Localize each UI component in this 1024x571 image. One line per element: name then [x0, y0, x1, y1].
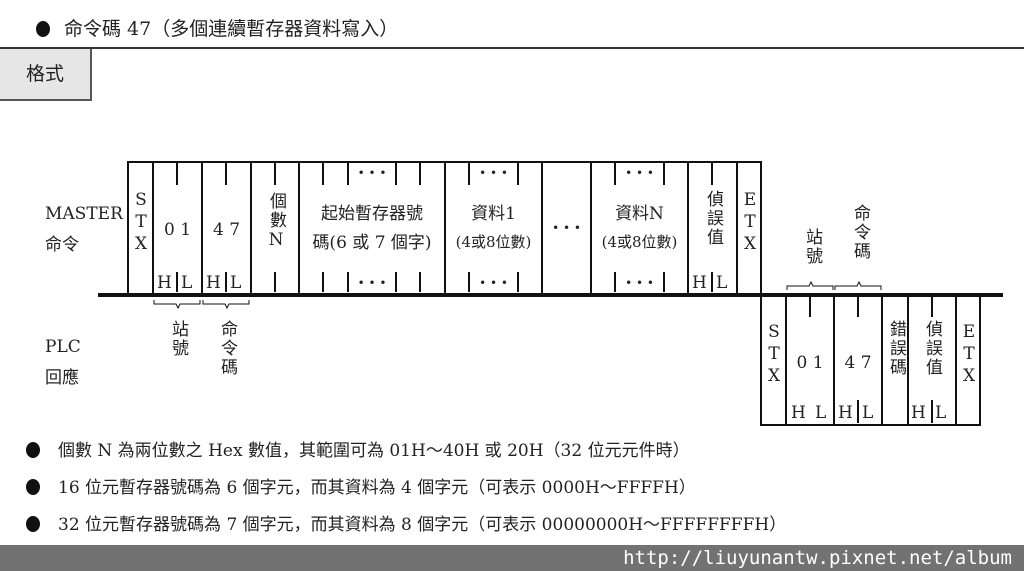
l-label: L	[716, 273, 728, 293]
format-tab[interactable]: 格式	[0, 49, 92, 101]
l-label: L	[181, 273, 193, 293]
ellipsis: • • •	[357, 166, 387, 180]
ellipsis: • • •	[357, 276, 387, 290]
l-label: L	[862, 403, 874, 423]
note-3: 32 位元暫存器號碼為 7 個字元，而其資料為 8 個字元（可表示 000000…	[26, 514, 786, 536]
h-label: H	[692, 273, 707, 293]
master-stx: STX	[131, 190, 151, 256]
ellipsis: • • •	[625, 166, 654, 180]
master-label: MASTER	[45, 204, 123, 224]
l-label: L	[815, 403, 827, 423]
dataN-line2: (4或8位數)	[601, 233, 678, 251]
h-label: H	[157, 273, 172, 293]
note-2: 16 位元暫存器號碼為 6 個字元，而其資料為 4 個字元（可表示 0000H～…	[26, 477, 696, 499]
ellipsis: • • •	[479, 166, 508, 180]
plc-label: PLC	[45, 337, 81, 357]
l-label: L	[935, 403, 947, 423]
h-label: H	[206, 273, 221, 293]
master-cmd: 4 7	[212, 220, 241, 240]
note-1: 個數 N 為兩位數之 Hex 數值，其範圍可為 01H～40H 或 20H（32…	[26, 440, 690, 462]
plc-station: 0 1	[796, 353, 824, 373]
station-brace-label: 站號	[168, 320, 188, 358]
master-station: 0 1	[163, 220, 192, 240]
start-address-line2: 碼(6 或 7 個字)	[312, 233, 432, 253]
plc-cmd-brace-label: 命令碼	[850, 204, 870, 261]
h-label: H	[791, 403, 806, 423]
bullet-icon	[36, 21, 50, 37]
title-text: 命令碼 47（多個連續暫存器資料寫入）	[64, 18, 399, 40]
master-command-label: 命令	[45, 235, 79, 255]
bullet-icon	[26, 479, 40, 495]
master-etx: ETX	[740, 190, 760, 256]
ellipsis: • • •	[625, 276, 654, 290]
plc-stx: STX	[764, 322, 784, 388]
data1-line2: (4或8位數)	[455, 233, 532, 251]
dataN-line1: 資料N	[615, 204, 664, 224]
plc-station-brace-label: 站號	[802, 228, 822, 266]
ellipsis: • • •	[479, 276, 508, 290]
ellipsis: • • •	[552, 221, 581, 235]
cmd-brace-label: 命令碼	[217, 320, 237, 377]
h-label: H	[911, 403, 926, 423]
plc-response-label: 回應	[45, 368, 79, 388]
bullet-icon	[26, 442, 40, 458]
watermark-text: http://liuyunantw.pixnet.net/album	[623, 547, 1012, 569]
plc-cmd: 4 7	[844, 353, 872, 373]
h-label: H	[838, 403, 853, 423]
note-text: 32 位元暫存器號碼為 7 個字元，而其資料為 8 個字元（可表示 000000…	[58, 515, 787, 535]
plc-error-code: 錯誤碼	[886, 320, 906, 377]
note-text: 個數 N 為兩位數之 Hex 數值，其範圍可為 01H～40H 或 20H（32…	[58, 441, 690, 461]
divider	[0, 47, 1024, 49]
bullet-icon	[26, 516, 40, 532]
master-lrc: 偵誤值	[703, 190, 723, 247]
master-count: 個數N	[266, 192, 286, 252]
watermark-bar: http://liuyunantw.pixnet.net/album	[0, 545, 1024, 571]
section-title: 命令碼 47（多個連續暫存器資料寫入）	[36, 14, 398, 41]
plc-lrc: 偵誤值	[922, 320, 942, 377]
note-text: 16 位元暫存器號碼為 6 個字元，而其資料為 4 個字元（可表示 0000H～…	[58, 478, 696, 498]
data1-line1: 資料1	[471, 204, 516, 224]
l-label: L	[230, 273, 242, 293]
start-address-line1: 起始暫存器號	[321, 204, 423, 224]
plc-etx: ETX	[959, 322, 979, 388]
